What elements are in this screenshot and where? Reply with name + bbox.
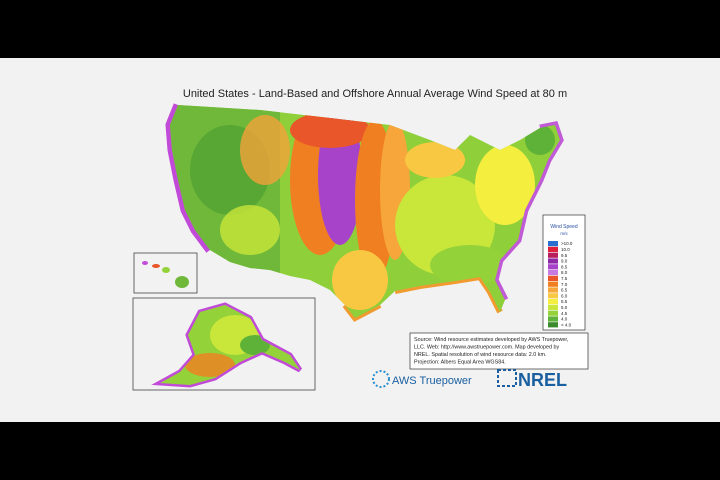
legend-label: 5.0 (561, 305, 568, 310)
region (332, 250, 388, 310)
source-note: Source: Wind resource estimates develope… (409, 332, 589, 370)
region (290, 112, 370, 148)
nrel-icon (497, 369, 517, 387)
island (142, 261, 148, 265)
legend-label: 4.0 (561, 317, 568, 322)
source-box (409, 332, 589, 370)
aws-icon (372, 370, 390, 388)
alaska-inset (132, 297, 316, 391)
region (405, 142, 465, 178)
legend-unit: m/s (560, 231, 568, 236)
conterminous-us (170, 105, 560, 318)
legend-swatch (548, 299, 558, 305)
legend-label: 5.5 (561, 299, 568, 304)
legend-swatch (548, 258, 558, 264)
aws-wordmark: AWS Truepower (392, 375, 472, 387)
legend-label: 4.5 (561, 311, 568, 316)
legend-swatch (548, 287, 558, 293)
legend-swatch (548, 241, 558, 247)
source-line: Source: Wind resource estimates develope… (414, 337, 569, 343)
legend-label: 10.0 (561, 247, 570, 252)
legend-swatch (548, 246, 558, 252)
map-title: United States - Land-Based and Offshore … (183, 88, 567, 100)
legend-swatch (548, 316, 558, 322)
source-line: Projection: Albers Equal Area WGS84. (414, 360, 506, 366)
source-line: LLC. Web: http://www.awstruepower.com. M… (414, 345, 560, 351)
legend-swatch (548, 310, 558, 316)
legend-swatch (548, 252, 558, 258)
legend-swatch (548, 270, 558, 276)
source-line: NREL. Spatial resolution of wind resourc… (414, 352, 546, 358)
legend: Wind Speed m/s >10.010.09.59.08.58.07.57… (542, 214, 586, 331)
island (175, 276, 189, 288)
aws-logo: AWS Truepower (372, 370, 472, 388)
legend-swatch (548, 281, 558, 287)
region (185, 353, 235, 377)
legend-swatch (548, 275, 558, 281)
legend-label: < 4.0 (561, 322, 572, 327)
legend-label: 6.0 (561, 293, 568, 298)
legend-swatch (548, 304, 558, 310)
legend-label: 9.5 (561, 253, 568, 258)
hawaii (142, 261, 189, 288)
legend-label: 7.5 (561, 276, 568, 281)
island (152, 264, 160, 268)
legend-swatch (548, 264, 558, 270)
legend-label: 9.0 (561, 259, 568, 264)
legend-label: 8.0 (561, 270, 568, 275)
legend-label: 8.5 (561, 264, 568, 269)
region (475, 145, 535, 225)
region (525, 125, 555, 155)
hawaii-inset (133, 252, 198, 294)
nrel-wordmark: NREL (518, 370, 567, 390)
legend-swatch (548, 322, 558, 328)
region (430, 245, 510, 285)
legend-title: Wind Speed (550, 224, 577, 230)
region (220, 205, 280, 255)
legend-label: 6.5 (561, 288, 568, 293)
legend-label: 7.0 (561, 282, 568, 287)
nrel-logo: NREL (497, 369, 567, 390)
island (162, 267, 170, 273)
legend-swatch (548, 293, 558, 299)
legend-label: >10.0 (561, 241, 573, 246)
region (240, 115, 290, 185)
